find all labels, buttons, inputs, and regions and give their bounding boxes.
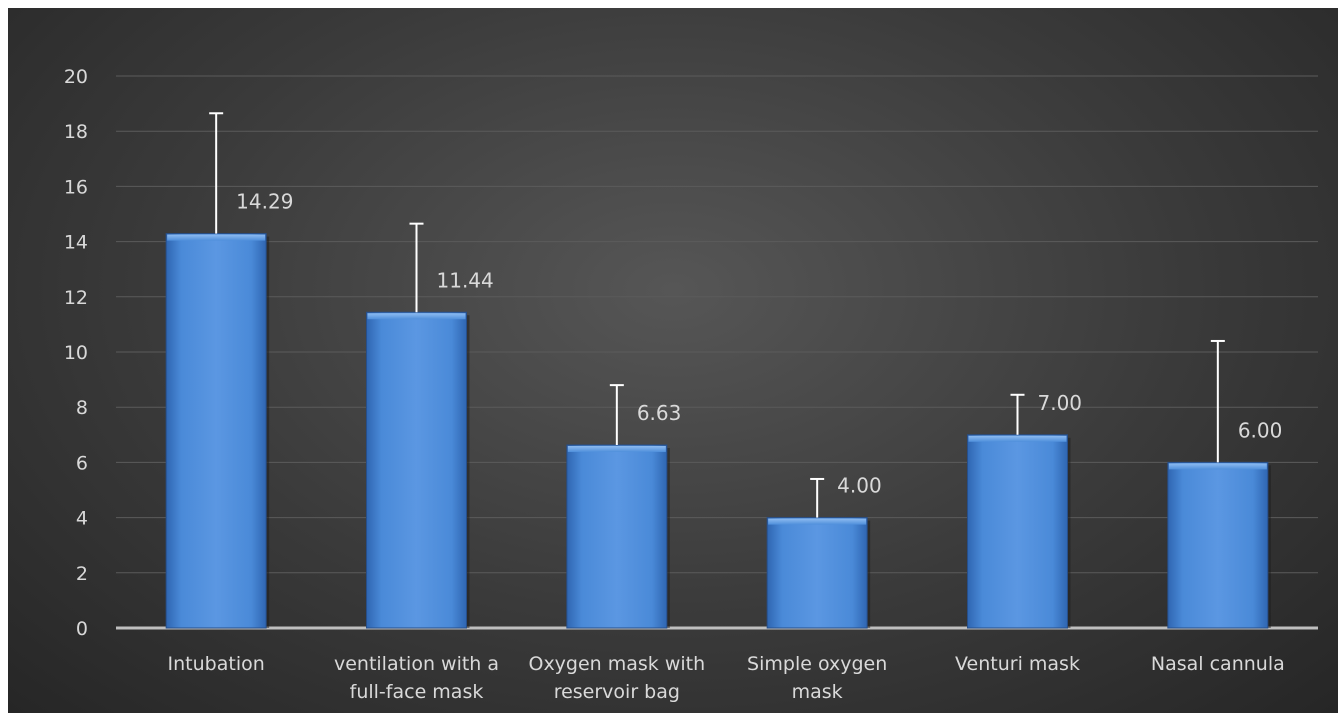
data-label: 14.29 [236, 190, 293, 214]
y-tick-label: 12 [64, 287, 88, 309]
bar [766, 517, 868, 629]
y-tick-label: 18 [64, 121, 88, 143]
x-category-label: mask [792, 681, 843, 703]
x-category-label: Nasal cannula [1151, 653, 1285, 675]
y-tick-label: 0 [76, 618, 88, 640]
data-label: 7.00 [1038, 391, 1083, 415]
y-tick-label: 2 [76, 563, 88, 585]
bar [366, 311, 467, 629]
x-category-label: ventilation with a [334, 653, 499, 675]
data-label: 6.63 [637, 401, 682, 425]
x-category-label: reservoir bag [554, 681, 680, 703]
y-tick-label: 8 [76, 397, 88, 419]
bar [1167, 461, 1269, 629]
bar-bevel [968, 435, 1067, 442]
y-tick-label: 14 [64, 232, 88, 254]
bar [566, 444, 668, 629]
bar-bevel [1168, 463, 1267, 470]
x-category-label: full-face mask [350, 681, 484, 703]
data-label: 4.00 [837, 474, 882, 498]
y-tick-label: 20 [64, 66, 88, 88]
y-tick-label: 16 [64, 176, 88, 198]
bar-bevel [367, 313, 466, 320]
x-category-label: Intubation [168, 653, 265, 675]
data-label: 11.44 [437, 268, 494, 292]
y-tick-label: 10 [64, 342, 88, 364]
data-label: 6.00 [1238, 418, 1283, 442]
bar [165, 233, 267, 629]
bar-bevel [167, 234, 266, 241]
x-category-label: Simple oxygen [747, 653, 887, 675]
bar-bevel [768, 518, 867, 525]
y-tick-label: 4 [76, 508, 88, 530]
bar-bevel [567, 446, 666, 453]
y-tick-label: 6 [76, 452, 88, 474]
x-category-label: Oxygen mask with [528, 653, 705, 675]
x-category-label: Venturi mask [955, 653, 1080, 675]
bar [967, 434, 1068, 629]
